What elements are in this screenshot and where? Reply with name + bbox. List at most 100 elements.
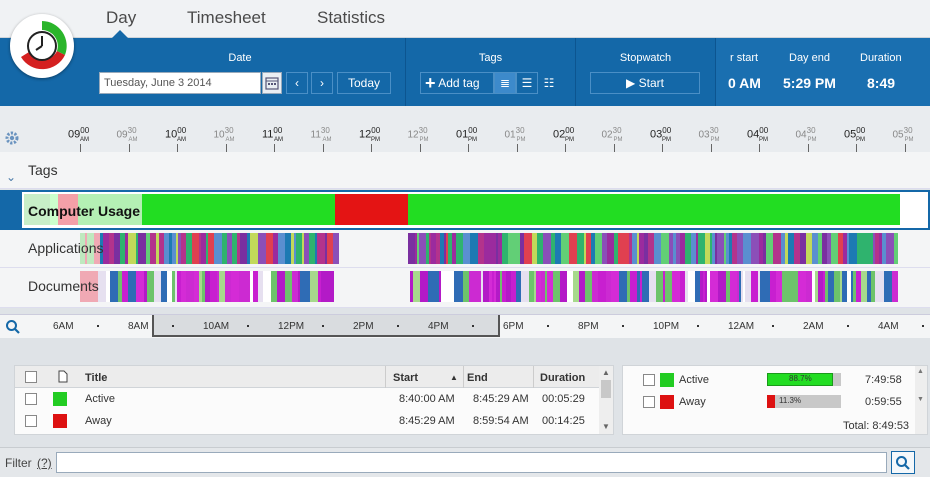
row-duration: 00:14:25 [542, 415, 585, 427]
table-row[interactable]: Away 8:45:29 AM 8:59:54 AM 00:14:25 [15, 410, 599, 432]
add-tag-button[interactable]: + Add tag [420, 72, 494, 94]
activity-segment [181, 271, 186, 302]
ruler-tick [419, 144, 421, 152]
summary-row[interactable]: Away 11.3% 0:59:55 [623, 392, 913, 412]
entries-scrollbar[interactable]: ▲ ▼ [599, 366, 613, 434]
row-checkbox[interactable] [25, 415, 37, 427]
ruler-tick [274, 144, 275, 152]
tags-lane-label: Tags [28, 162, 58, 178]
filter-input[interactable] [56, 452, 887, 473]
row-checkbox[interactable] [25, 393, 37, 405]
col-duration[interactable]: Duration [540, 372, 586, 384]
activity-segment [794, 233, 800, 264]
activity-segment [138, 233, 146, 264]
activity-segment [861, 271, 867, 302]
prev-day-button[interactable]: ‹ [286, 72, 308, 94]
activity-segment [199, 233, 201, 264]
row-color-swatch [53, 414, 67, 428]
overview-scrubber[interactable]: 6AM 8AM 10AM 12PM 2PM 4PM 6PM 8PM 10PM 12AM 2AM 4AM [0, 314, 930, 338]
col-end[interactable]: End [467, 372, 488, 384]
ruler-tick-label: 1230 PM [407, 126, 429, 143]
activity-segment [298, 271, 300, 302]
activity-segment [164, 233, 169, 264]
start-stopwatch-button[interactable]: ▶ Start [590, 72, 700, 94]
activity-segment [478, 233, 484, 264]
documents-strip[interactable] [80, 271, 898, 302]
activity-segment [239, 271, 242, 302]
activity-segment [875, 233, 879, 264]
summary-row[interactable]: Active 88.7% 7:49:58 [623, 370, 913, 390]
activity-segment [500, 271, 502, 302]
activity-segment [541, 271, 545, 302]
activity-segment [206, 233, 208, 264]
ruler-tick-label: 0500 PM [844, 126, 866, 143]
activity-segment [302, 233, 304, 264]
activity-segment [712, 233, 715, 264]
activity-segment [591, 233, 595, 264]
ruler-tick [516, 144, 518, 152]
ruler-tick-label: 1200 PM [359, 126, 381, 143]
activity-segment [680, 233, 685, 264]
activity-segment [277, 271, 285, 302]
summary-checkbox[interactable] [643, 374, 655, 386]
date-field[interactable]: Tuesday, June 3 2014 [99, 72, 261, 94]
tab-timesheet[interactable]: Timesheet [187, 8, 266, 27]
summary-panel: Active 88.7% 7:49:58 Away 11.3% 0:59:55 … [622, 365, 928, 435]
overview-time-label: 6AM [53, 321, 74, 332]
activity-segment [586, 233, 591, 264]
select-all-checkbox[interactable] [25, 371, 37, 383]
today-button[interactable]: Today [337, 72, 391, 94]
activity-segment [598, 271, 606, 302]
activity-segment [103, 233, 109, 264]
activity-segment [534, 271, 536, 302]
activity-segment [788, 233, 794, 264]
activity-segment [169, 233, 172, 264]
activity-segment [524, 233, 532, 264]
activity-segment [199, 271, 202, 302]
next-day-button[interactable]: › [311, 72, 333, 94]
activity-segment [672, 271, 680, 302]
computer-usage-lane[interactable]: Computer Usage [0, 190, 930, 230]
activity-segment [208, 233, 214, 264]
tab-statistics[interactable]: Statistics [317, 8, 386, 27]
activity-segment [291, 233, 294, 264]
activity-segment [842, 271, 847, 302]
summary-percent: 88.7% [789, 374, 812, 383]
summary-checkbox[interactable] [643, 396, 655, 408]
activity-segment [545, 271, 547, 302]
col-start[interactable]: Start [393, 372, 419, 384]
view-list-icon[interactable]: ≣ [494, 72, 516, 94]
activity-segment [717, 233, 724, 264]
activity-segment [273, 233, 278, 264]
activity-segment [258, 271, 261, 302]
overview-visible-range[interactable] [152, 315, 500, 337]
search-icon[interactable] [5, 319, 21, 335]
ruler-tick-label: 0200 PM [553, 126, 575, 143]
table-row[interactable]: Active 8:40:00 AM 8:45:29 AM 00:05:29 [15, 388, 599, 410]
summary-scrollbar[interactable]: ▲ ▼ [915, 366, 927, 434]
calendar-icon[interactable] [262, 72, 282, 94]
gear-icon[interactable] [4, 130, 20, 146]
col-title[interactable]: Title [85, 372, 108, 384]
activity-segment [448, 233, 450, 264]
activity-segment [691, 233, 696, 264]
activity-segment [847, 233, 849, 264]
activity-segment [217, 271, 219, 302]
tab-day[interactable]: Day [106, 8, 137, 27]
computer-usage-strip[interactable] [24, 194, 900, 225]
collapse-chevron-icon[interactable]: ⌄ [6, 170, 17, 184]
view-bullets-icon[interactable]: ☰ [516, 72, 538, 94]
activity-segment [737, 233, 743, 264]
activity-segment [271, 271, 277, 302]
activity-segment [334, 271, 410, 302]
overview-tick [397, 325, 399, 327]
activity-segment [498, 233, 502, 264]
filter-help-link[interactable]: (?) [37, 456, 52, 470]
applications-strip[interactable] [80, 233, 898, 264]
activity-segment [685, 271, 688, 302]
activity-segment [602, 233, 607, 264]
filter-search-button[interactable] [891, 451, 915, 474]
sort-up-icon: ▲ [450, 373, 458, 382]
overview-tick [472, 325, 474, 327]
view-indent-icon[interactable]: ☷ [543, 76, 555, 90]
